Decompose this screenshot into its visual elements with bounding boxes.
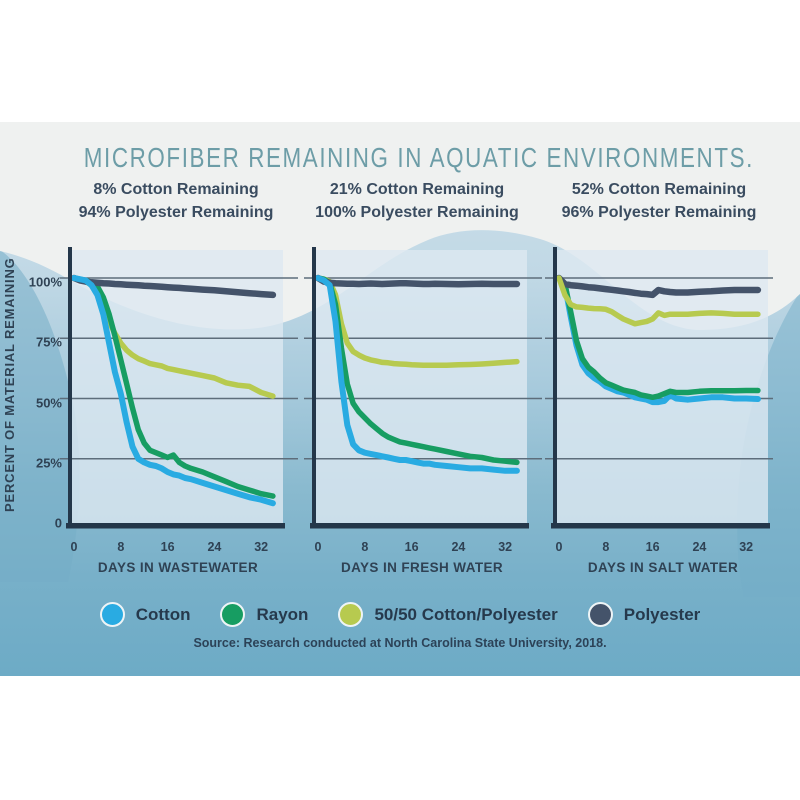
plot-area bbox=[316, 250, 527, 523]
fresh-water-chart: 0 8 16 24 32 DAYS IN FRESH WATER bbox=[296, 242, 552, 578]
x-tick-8: 8 bbox=[117, 540, 125, 554]
cotton-swatch-icon bbox=[99, 602, 125, 627]
x-tick-16: 16 bbox=[404, 540, 419, 554]
legend-item-polyester: Polyester bbox=[587, 602, 701, 627]
summary-line: 8% Cotton Remaining bbox=[93, 181, 259, 198]
legend-item-fifty: 50/50 Cotton/Polyester bbox=[338, 602, 558, 627]
fifty-line bbox=[315, 275, 520, 368]
polyester-line bbox=[70, 274, 277, 299]
y-tick-50: 50% bbox=[35, 395, 62, 410]
summary-fresh-water: 21% Cotton Remaining 100% Polyester Rema… bbox=[295, 178, 539, 224]
plot-area bbox=[557, 250, 768, 523]
x-tick-0: 0 bbox=[314, 540, 322, 554]
polyester-swatch-icon bbox=[587, 602, 613, 627]
summary-wastewater: 8% Cotton Remaining 94% Polyester Remain… bbox=[54, 178, 298, 224]
rayon-line bbox=[315, 275, 520, 466]
x-tick-16: 16 bbox=[160, 540, 175, 554]
chart-title-text: MICROFIBER REMAINING IN AQUATIC ENVIRONM… bbox=[83, 142, 754, 173]
rayon-swatch-icon bbox=[220, 602, 246, 627]
x-tick-8: 8 bbox=[602, 540, 610, 554]
x-tick-24: 24 bbox=[451, 540, 466, 554]
x-tick-32: 32 bbox=[498, 540, 513, 554]
legend-item-cotton: Cotton bbox=[99, 602, 191, 627]
x-axis-label: DAYS IN WASTEWATER bbox=[97, 560, 259, 575]
y-tick-0: 0 bbox=[54, 515, 62, 531]
y-axis-line bbox=[553, 247, 557, 528]
y-axis-line bbox=[68, 247, 72, 528]
salt-water-chart: 0 8 16 24 32 DAYS IN SALT WATER bbox=[537, 242, 793, 578]
x-tick-8: 8 bbox=[361, 540, 369, 554]
y-axis-line bbox=[312, 247, 316, 528]
x-tick-0: 0 bbox=[70, 540, 78, 554]
cotton-line bbox=[71, 275, 276, 507]
x-tick-24: 24 bbox=[692, 540, 707, 554]
summary-line: 96% Polyester Remaining bbox=[561, 204, 757, 221]
polyester-line bbox=[314, 274, 521, 288]
source-note: Source: Research conducted at North Caro… bbox=[193, 636, 607, 650]
summary-line: 94% Polyester Remaining bbox=[78, 204, 274, 221]
wastewater-plot bbox=[60, 247, 298, 529]
x-tick-32: 32 bbox=[254, 540, 269, 554]
summary-line: 21% Cotton Remaining bbox=[329, 181, 505, 198]
y-tick-100: 100% bbox=[28, 274, 62, 290]
fifty-swatch-icon bbox=[338, 602, 364, 627]
x-tick-24: 24 bbox=[207, 540, 222, 554]
polyester-line bbox=[555, 274, 762, 299]
summary-line: 52% Cotton Remaining bbox=[571, 181, 747, 198]
salt-water-plot bbox=[545, 247, 773, 529]
x-axis-line bbox=[66, 523, 285, 529]
x-tick-16: 16 bbox=[645, 540, 660, 554]
wastewater-chart: 0 8 16 24 32 DAYS IN WASTEWATER bbox=[52, 242, 308, 578]
y-axis-title: PERCENT OF MATERIAL REMAINING bbox=[2, 257, 17, 512]
summary-salt-water: 52% Cotton Remaining 96% Polyester Remai… bbox=[537, 178, 781, 224]
legend-label: 50/50 Cotton/Polyester bbox=[374, 604, 558, 624]
x-tick-0: 0 bbox=[555, 540, 563, 554]
y-tick-25: 25% bbox=[35, 455, 62, 471]
legend-label: Rayon bbox=[256, 604, 309, 624]
y-tick-75: 75% bbox=[35, 334, 62, 350]
x-axis-line bbox=[310, 523, 529, 529]
legend-item-rayon: Rayon bbox=[220, 602, 308, 627]
x-axis-label: DAYS IN SALT WATER bbox=[587, 560, 739, 575]
legend-label: Cotton bbox=[135, 604, 191, 624]
summary-line: 100% Polyester Remaining bbox=[315, 204, 519, 221]
fifty-line bbox=[556, 275, 761, 327]
chart-title: MICROFIBER REMAINING IN AQUATIC ENVIRONM… bbox=[0, 142, 800, 174]
cotton-line bbox=[315, 275, 520, 474]
x-tick-32: 32 bbox=[739, 540, 754, 554]
x-axis-line bbox=[551, 523, 770, 529]
x-axis-label: DAYS IN FRESH WATER bbox=[340, 560, 504, 575]
legend-label: Polyester bbox=[623, 604, 701, 624]
rayon-line bbox=[556, 275, 761, 401]
infographic-panel: MICROFIBER REMAINING IN AQUATIC ENVIRONM… bbox=[0, 122, 800, 676]
cotton-line bbox=[556, 275, 761, 406]
fresh-water-plot bbox=[304, 247, 542, 529]
rayon-line bbox=[71, 275, 276, 499]
legend: Cotton Rayon 50/50 Cotton/Polyester Polyest… bbox=[0, 602, 800, 627]
